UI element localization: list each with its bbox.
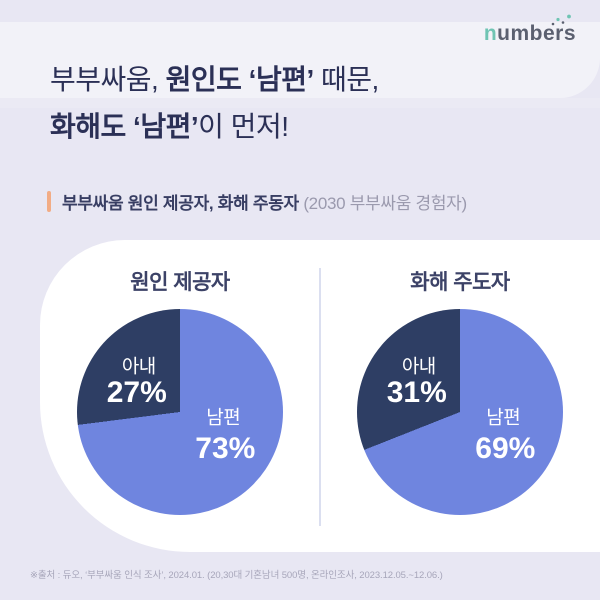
- logo-wordmark: numbers: [483, 14, 576, 45]
- background-band-2: [0, 98, 600, 108]
- title-line2-bold: 화해도 ‘남편’: [50, 111, 199, 142]
- title-line1-regular: 부부싸움,: [50, 64, 166, 95]
- title-line-1: 부부싸움, 원인도 ‘남편’ 때문,: [50, 56, 570, 103]
- subtitle-note: (2030 부부싸움 경험자): [298, 194, 467, 213]
- title-line2-tail: 이 먼저!: [198, 111, 289, 142]
- slice-label-wife: 아내: [401, 356, 436, 378]
- pie-chart-cause: 아내 27% 남편 73%: [77, 309, 283, 515]
- logo-letter-n: n: [483, 22, 498, 45]
- source-note: ※출처 : 듀오, ‘부부싸움 인식 조사’, 2024.01. (20,30대…: [30, 570, 443, 581]
- title-line-2: 화해도 ‘남편’이 먼저!: [50, 103, 570, 150]
- slice-label-husband: 남편: [486, 407, 521, 429]
- subtitle-accent-bar: [47, 191, 51, 212]
- slice-value-wife: 31%: [386, 376, 447, 410]
- slice-label-husband: 남편: [206, 407, 241, 429]
- logo-letters-rest: umbers: [497, 22, 576, 45]
- sparkline-icon: [551, 14, 571, 26]
- subtitle-main: 부부싸움 원인 제공자, 화해 주동자: [62, 194, 299, 213]
- chart-title-reconcile: 화해 주도자: [410, 271, 510, 294]
- pie-chart-reconcile: 아내 31% 남편 69%: [357, 309, 563, 515]
- slice-value-husband: 69%: [475, 432, 536, 466]
- slice-label-wife: 아내: [121, 356, 156, 378]
- numbers-logo: numbers: [483, 14, 576, 45]
- subtitle: 부부싸움 원인 제공자, 화해 주동자 (2030 부부싸움 경험자): [47, 189, 467, 214]
- slice-value-wife: 27%: [106, 376, 167, 410]
- chart-panel-reconcile: 화해 주도자 아내 31% 남편 69%: [320, 240, 600, 552]
- slice-value-husband: 73%: [195, 432, 256, 466]
- panel-divider: [319, 268, 321, 526]
- chart-card: 원인 제공자 아내 27% 남편 73% 화해 주도자 아내 31% 남편 69…: [40, 240, 600, 552]
- title-line1-bold: 원인도 ‘남편’: [165, 64, 315, 95]
- chart-panel-cause: 원인 제공자 아내 27% 남편 73%: [40, 240, 320, 552]
- background-band: [0, 22, 600, 98]
- page-title: 부부싸움, 원인도 ‘남편’ 때문, 화해도 ‘남편’이 먼저!: [50, 56, 570, 150]
- title-line1-tail: 때문,: [313, 64, 379, 95]
- chart-title-cause: 원인 제공자: [130, 271, 230, 294]
